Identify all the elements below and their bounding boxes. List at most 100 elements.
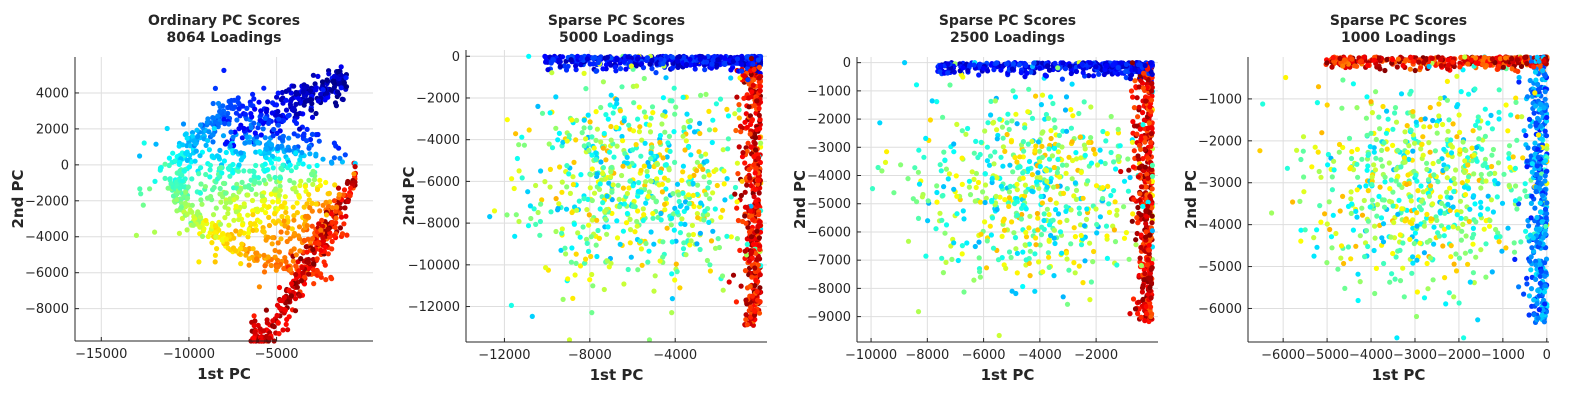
scatter-point — [1088, 104, 1094, 110]
scatter-point — [690, 192, 696, 198]
scatter-point — [319, 79, 326, 85]
scatter-point — [276, 156, 282, 162]
scatter-point — [753, 147, 759, 153]
scatter-point — [279, 213, 285, 220]
scatter-point — [611, 154, 617, 160]
scatter-point — [140, 202, 146, 208]
scatter-point — [264, 320, 270, 326]
scatter-point — [1045, 63, 1051, 69]
scatter-point — [214, 153, 220, 159]
y-tick-label: −12000 — [408, 300, 460, 315]
scatter-point — [269, 235, 276, 241]
scatter-point — [1103, 138, 1109, 144]
scatter-point — [262, 263, 268, 269]
scatter-point — [1139, 289, 1145, 295]
scatter-point — [640, 206, 646, 212]
scatter-point — [1022, 242, 1028, 248]
scatter-point — [577, 234, 583, 240]
scatter-point — [714, 62, 720, 68]
scatter-point — [217, 174, 223, 180]
scatter-point — [547, 110, 553, 116]
scatter-point — [1121, 178, 1128, 184]
scatter-point — [245, 212, 251, 218]
scatter-point — [1140, 283, 1146, 289]
scatter-point — [641, 109, 648, 115]
scatter-point — [315, 131, 321, 138]
y-tick-label: −4000 — [807, 169, 851, 184]
scatter-point — [587, 185, 593, 191]
scatter-point — [951, 149, 957, 155]
scatter-point — [622, 151, 628, 157]
scatter-point — [223, 200, 229, 206]
scatter-point — [184, 211, 190, 217]
scatter-point — [1143, 234, 1149, 240]
scatter-point — [276, 249, 282, 255]
scatter-point — [694, 159, 701, 165]
scatter-point — [1009, 118, 1015, 124]
scatter-point — [1136, 299, 1142, 305]
scatter-point — [248, 186, 255, 192]
scatter-point — [1135, 114, 1141, 120]
scatter-point — [674, 269, 680, 275]
scatter-point — [643, 240, 649, 247]
scatter-point — [275, 257, 281, 263]
scatter-point — [721, 181, 727, 187]
scatter-point — [976, 239, 982, 245]
scatter-point — [533, 182, 539, 189]
scatter-point — [329, 160, 335, 166]
scatter-point — [277, 183, 283, 189]
scatter-point — [734, 56, 741, 62]
scatter-point — [1385, 116, 1391, 122]
scatter-point — [221, 158, 227, 164]
scatter-point — [512, 233, 518, 239]
scatter-point — [744, 204, 750, 211]
y-tick-label: −9000 — [807, 310, 851, 325]
scatter-point — [232, 129, 238, 135]
scatter-point — [1017, 154, 1023, 160]
scatter-point — [565, 276, 571, 282]
scatter-point — [1023, 229, 1029, 236]
scatter-point — [197, 224, 203, 230]
panel-3: −10000 −8000 −6000 −4000 −20000−1000−2000−30… — [791, 13, 1158, 384]
scatter-point — [938, 168, 944, 174]
scatter-point — [569, 117, 575, 123]
scatter-point — [535, 209, 541, 216]
scatter-point — [1013, 290, 1019, 297]
scatter-point — [1407, 66, 1413, 72]
scatter-point — [736, 115, 742, 121]
chart-title: Sparse PC Scores — [939, 13, 1076, 29]
scatter-point — [344, 232, 350, 238]
scatter-point — [204, 195, 211, 201]
scatter-point — [250, 212, 256, 218]
scatter-point — [703, 191, 709, 198]
scatter-point — [681, 124, 687, 131]
scatter-point — [1148, 97, 1155, 103]
scatter-point — [236, 126, 242, 132]
scatter-point — [631, 100, 637, 106]
scatter-point — [1142, 271, 1148, 277]
scatter-point — [664, 225, 670, 231]
x-tick-label: −15000 — [75, 347, 127, 362]
y-axis-label: 2nd PC — [400, 166, 418, 225]
scatter-point — [266, 204, 272, 210]
scatter-point — [659, 121, 665, 127]
scatter-point — [617, 66, 624, 72]
scatter-point — [316, 221, 322, 227]
scatter-point — [627, 178, 634, 184]
scatter-point — [1410, 148, 1416, 154]
scatter-point — [604, 231, 610, 237]
scatter-point — [504, 117, 510, 123]
scatter-point — [1051, 227, 1057, 233]
scatter-point — [209, 240, 215, 246]
scatter-point — [982, 199, 988, 206]
scatter-point — [1143, 208, 1149, 214]
scatter-point — [697, 120, 703, 126]
scatter-point — [752, 265, 758, 271]
scatter-point — [1020, 283, 1026, 290]
scatter-point — [1040, 269, 1046, 275]
scatter-point — [1138, 78, 1144, 84]
scatter-point — [1145, 203, 1151, 209]
scatter-point — [1082, 146, 1088, 152]
scatter-point — [991, 119, 997, 125]
scatter-point — [586, 222, 592, 228]
